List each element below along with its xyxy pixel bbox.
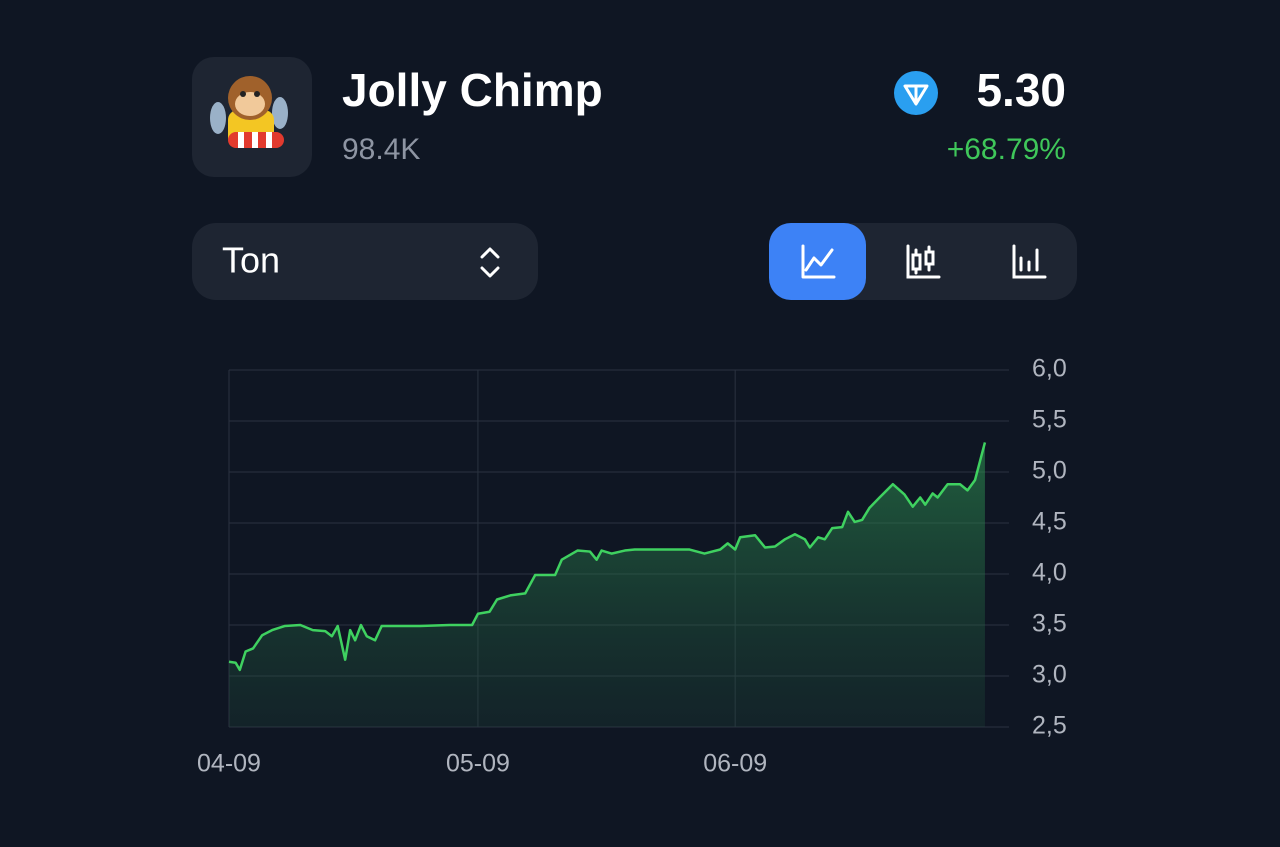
x-tick-label: 06-09 bbox=[703, 750, 767, 778]
y-tick-label: 3,5 bbox=[1032, 610, 1067, 638]
y-tick-label: 2,5 bbox=[1032, 712, 1067, 740]
y-tick-label: 5,0 bbox=[1032, 457, 1067, 485]
price-line bbox=[228, 442, 987, 672]
y-tick-label: 4,5 bbox=[1032, 508, 1067, 536]
token-name: Jolly Chimp bbox=[342, 64, 603, 116]
x-tick-label: 04-09 bbox=[197, 750, 261, 778]
token-icon bbox=[192, 57, 312, 177]
bar-chart-button[interactable] bbox=[1012, 244, 1047, 279]
volume: 98.4K bbox=[342, 133, 420, 166]
area-fill bbox=[229, 442, 985, 727]
y-tick-label: 4,0 bbox=[1032, 559, 1067, 587]
ton-icon bbox=[894, 71, 938, 115]
price: 5.30 bbox=[976, 64, 1066, 116]
x-tick-label: 05-09 bbox=[446, 750, 510, 778]
y-tick-label: 5,5 bbox=[1032, 406, 1067, 434]
line-chart-button[interactable] bbox=[769, 223, 866, 300]
selector-label: Ton bbox=[222, 240, 280, 281]
price-change: +68.79% bbox=[947, 133, 1066, 166]
candlestick-button[interactable] bbox=[906, 244, 941, 279]
currency-selector[interactable]: Ton bbox=[192, 223, 538, 300]
y-tick-label: 3,0 bbox=[1032, 661, 1067, 689]
y-tick-label: 6,0 bbox=[1032, 355, 1067, 383]
